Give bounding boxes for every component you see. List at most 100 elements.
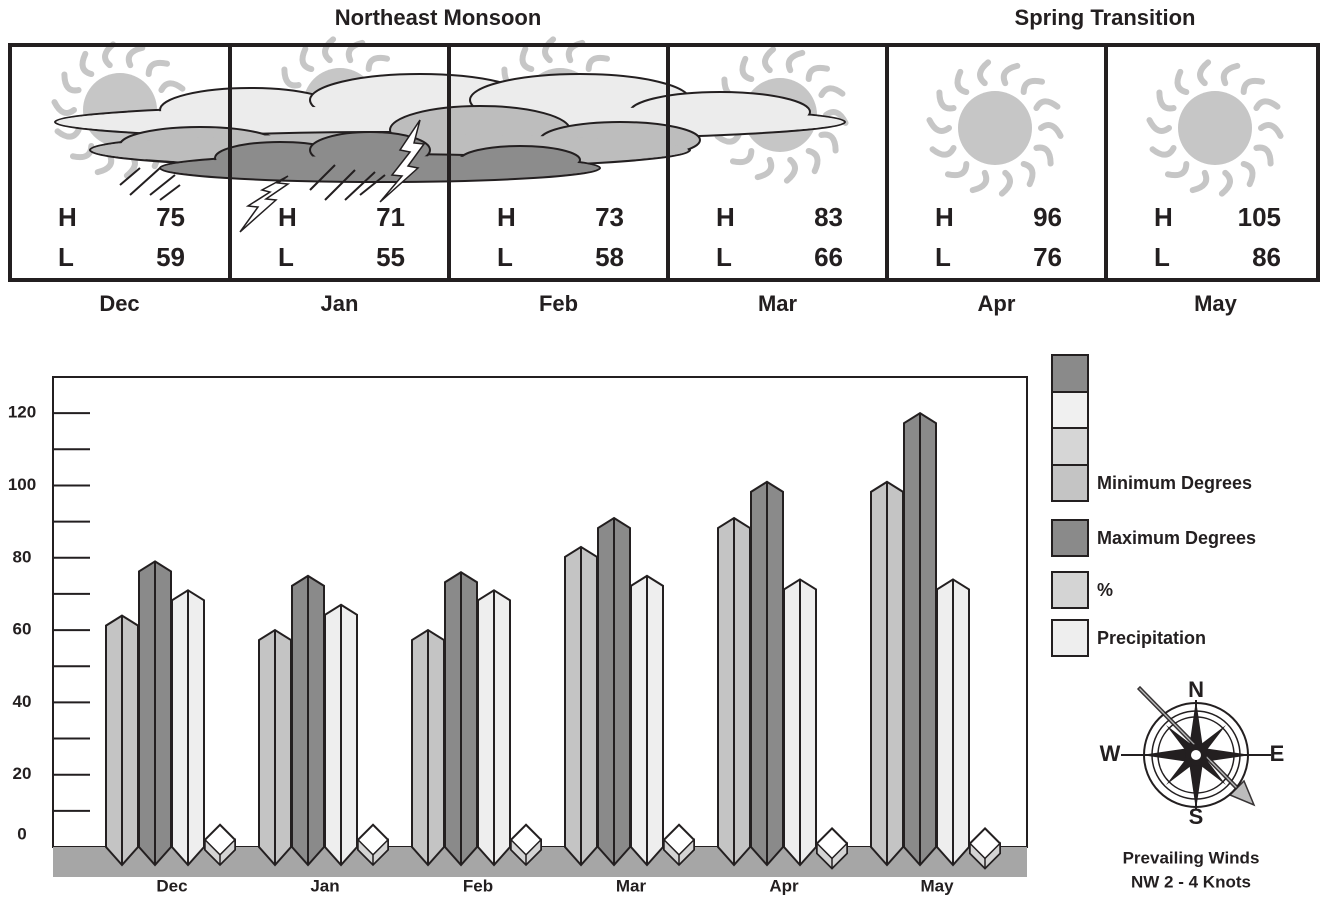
x-tick-label: May (920, 876, 954, 895)
month-label: Jan (321, 291, 359, 316)
high-value: 75 (156, 202, 185, 232)
sun-ray (929, 144, 957, 158)
legend-swatch (1051, 464, 1089, 502)
sun-ray (281, 66, 302, 89)
month-label: May (1194, 291, 1238, 316)
high-label: H (935, 202, 954, 232)
y-tick-label: 80 (13, 547, 32, 566)
sun-ray (1220, 62, 1241, 87)
y-tick-label: 100 (8, 475, 36, 494)
high-value: 71 (376, 202, 405, 232)
sun-ray (1174, 68, 1190, 96)
season-label: Northeast Monsoon (335, 5, 542, 30)
sun-ray (51, 99, 77, 116)
sun-ray (998, 169, 1013, 197)
low-label: L (58, 242, 74, 272)
high-label: H (497, 202, 516, 232)
x-tick-label: Dec (156, 876, 187, 895)
sun-ray (102, 41, 117, 69)
y-tick-label: 60 (13, 620, 32, 639)
sun-ray (61, 71, 82, 94)
sun-ray (944, 160, 970, 179)
sun-ray (94, 151, 115, 176)
chart: 0 20 40 60 80 100 120 Dec Jan Feb Mar Apr May (8, 376, 1028, 895)
compass-east: E (1270, 741, 1285, 766)
sun-ray (1020, 160, 1036, 188)
sun-ray (1164, 160, 1190, 179)
x-tick-label: Mar (616, 876, 647, 895)
low-value: 58 (595, 242, 624, 272)
legend-swatch (1051, 571, 1089, 609)
sun-ray (739, 55, 755, 83)
month-label: Feb (539, 291, 578, 316)
sun-ray (785, 49, 806, 74)
legend-label: Minimum Degrees (1097, 473, 1252, 493)
sun-ray (805, 147, 821, 175)
sun-ray (1146, 117, 1172, 134)
sun-ray (322, 36, 337, 64)
sun-disc (958, 91, 1032, 165)
month-label: Dec (99, 291, 139, 316)
sun-ray (542, 36, 557, 64)
legend-swatch (1051, 519, 1089, 557)
legend-swatch (1051, 619, 1089, 657)
high-value: 73 (595, 202, 624, 232)
sun-ray (1197, 59, 1212, 87)
sun-disc (1178, 91, 1252, 165)
sun-ray (1218, 169, 1233, 197)
sun-ray (299, 45, 315, 73)
sun-ray (125, 44, 146, 69)
sun-ray (1033, 98, 1061, 112)
sun-ray (1038, 122, 1064, 139)
sun-ray (1033, 144, 1054, 167)
sun-ray (805, 64, 831, 83)
y-tick-label: 120 (8, 403, 36, 422)
x-tick-label: Feb (463, 876, 493, 895)
high-value: 96 (1033, 202, 1062, 232)
compass-north: N (1188, 677, 1204, 702)
legend: Minimum Degrees Maximum Degrees% Precipita… (1051, 354, 1256, 657)
wind-caption: Prevailing Winds (1123, 848, 1260, 867)
sun-ray (818, 131, 839, 154)
legend-label: Maximum Degrees (1097, 528, 1256, 548)
sun-ray (762, 46, 777, 74)
sun-ray (69, 142, 95, 161)
sun-ray (1156, 89, 1177, 112)
sun-ray (729, 147, 755, 166)
low-label: L (716, 242, 732, 272)
sun-ray (818, 85, 846, 99)
high-label: H (278, 202, 297, 232)
sun-ray (714, 131, 742, 145)
sun-ray (158, 80, 186, 94)
compass-west: W (1100, 741, 1121, 766)
y-tick-label: 0 (17, 824, 26, 843)
month-label: Apr (978, 291, 1016, 316)
high-label: H (1154, 202, 1173, 232)
sun-ray (1240, 77, 1266, 96)
sun-ray (54, 126, 82, 140)
low-value: 86 (1252, 242, 1281, 272)
x-tick-label: Apr (769, 876, 799, 895)
sun-ray (783, 156, 798, 184)
sun-ray (585, 54, 611, 73)
sun-ray (1020, 77, 1046, 96)
sun-ray (1258, 122, 1284, 139)
cloud-icons (54, 73, 846, 233)
sun-icon (1146, 59, 1284, 197)
sun-ray (1149, 144, 1177, 158)
sun-ray (977, 59, 992, 87)
low-label: L (278, 242, 294, 272)
sun-ray (954, 68, 970, 96)
low-value: 55 (376, 242, 405, 272)
sun-ray (754, 156, 775, 181)
sun-ray (1189, 169, 1210, 194)
low-value: 59 (156, 242, 185, 272)
compass-south: S (1189, 804, 1204, 829)
sun-ray (936, 89, 957, 112)
low-value: 76 (1033, 242, 1062, 272)
sun-icon (926, 59, 1064, 197)
low-label: L (935, 242, 951, 272)
sun-ray (1000, 62, 1021, 87)
wind-caption: NW 2 - 4 Knots (1131, 872, 1251, 891)
